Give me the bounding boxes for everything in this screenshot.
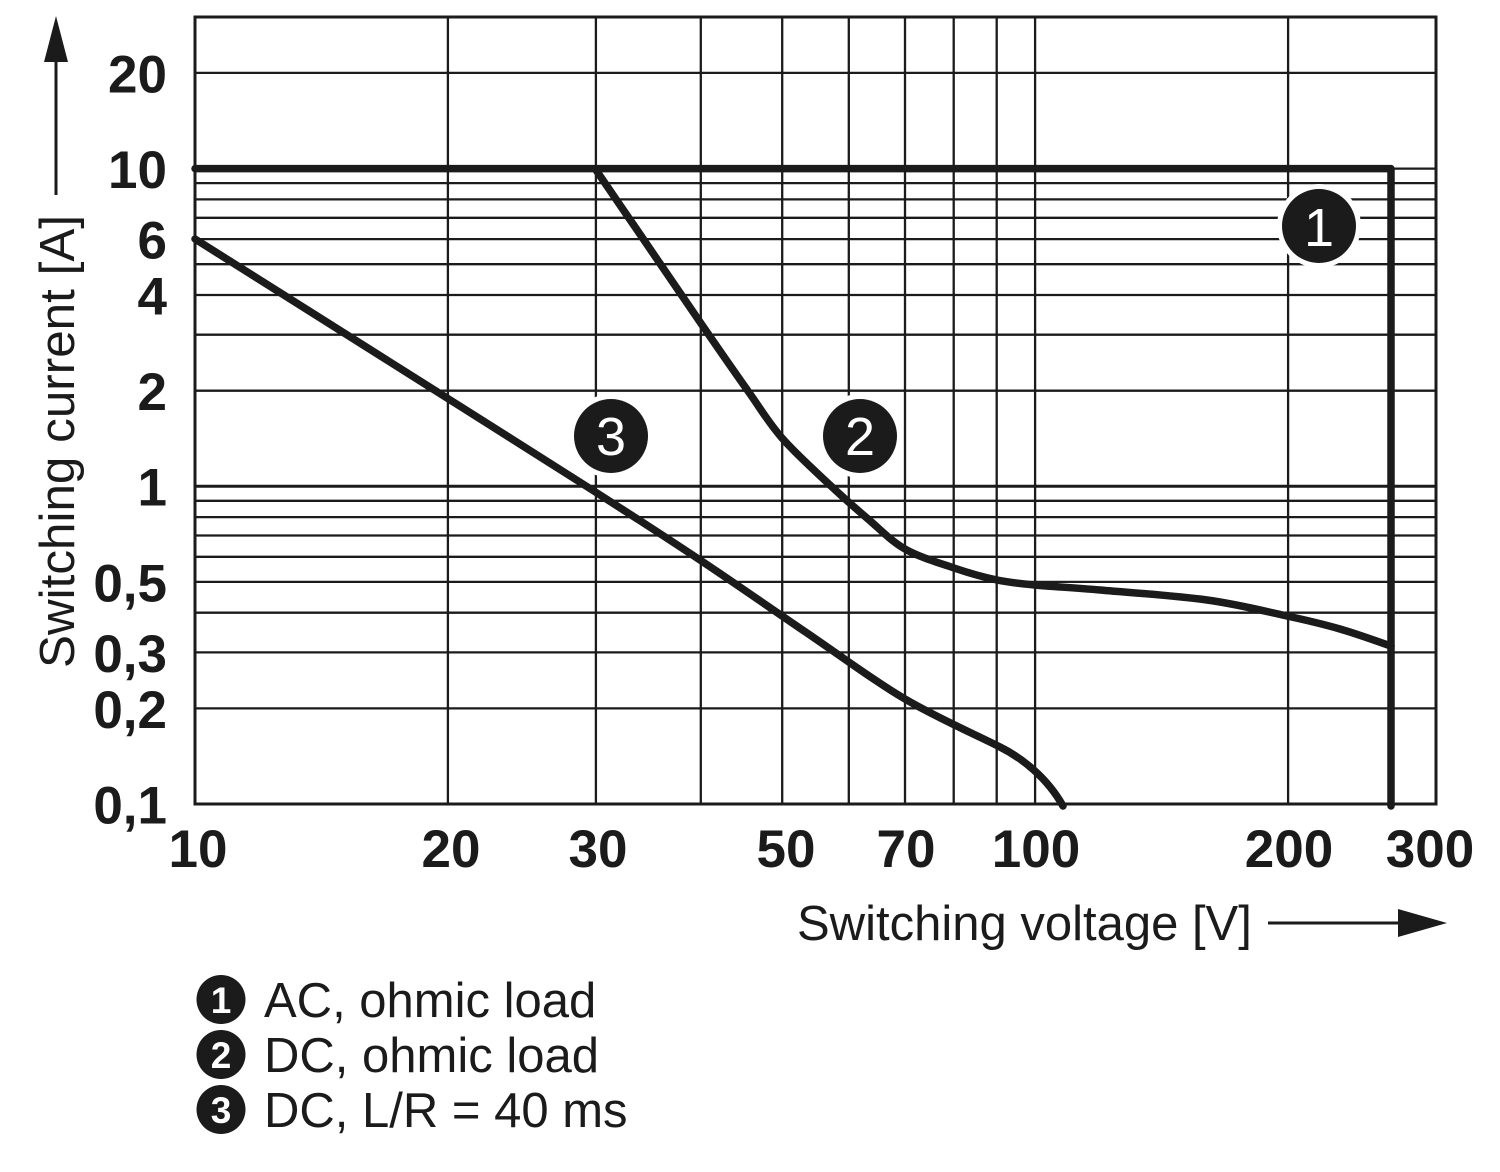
svg-text:300: 300 xyxy=(1386,820,1474,879)
svg-text:2: 2 xyxy=(845,407,875,467)
svg-text:Switching voltage [V]: Switching voltage [V] xyxy=(797,897,1252,951)
svg-text:3: 3 xyxy=(211,1090,232,1131)
svg-text:1: 1 xyxy=(211,980,232,1021)
svg-text:0,3: 0,3 xyxy=(93,625,167,684)
svg-text:10: 10 xyxy=(169,820,228,879)
svg-text:0,2: 0,2 xyxy=(93,681,167,740)
svg-text:30: 30 xyxy=(569,820,628,879)
svg-text:1: 1 xyxy=(1304,198,1334,258)
svg-text:3: 3 xyxy=(596,407,626,467)
svg-text:70: 70 xyxy=(877,820,936,879)
svg-text:100: 100 xyxy=(992,820,1080,879)
svg-text:2: 2 xyxy=(211,1035,232,1076)
svg-text:0,1: 0,1 xyxy=(93,777,167,836)
svg-text:0,5: 0,5 xyxy=(93,555,167,614)
svg-text:20: 20 xyxy=(422,820,481,879)
svg-text:10: 10 xyxy=(108,141,167,200)
svg-text:200: 200 xyxy=(1245,820,1333,879)
svg-text:50: 50 xyxy=(757,820,816,879)
svg-text:DC, ohmic load: DC, ohmic load xyxy=(264,1029,599,1083)
svg-text:20: 20 xyxy=(108,46,167,105)
svg-text:AC, ohmic load: AC, ohmic load xyxy=(264,974,596,1028)
svg-text:Switching current [A]: Switching current [A] xyxy=(31,215,85,668)
svg-text:1: 1 xyxy=(138,459,167,518)
svg-text:DC, L/R = 40 ms: DC, L/R = 40 ms xyxy=(264,1084,628,1138)
svg-text:2: 2 xyxy=(138,363,167,422)
svg-text:4: 4 xyxy=(138,268,168,327)
svg-text:6: 6 xyxy=(138,212,167,271)
